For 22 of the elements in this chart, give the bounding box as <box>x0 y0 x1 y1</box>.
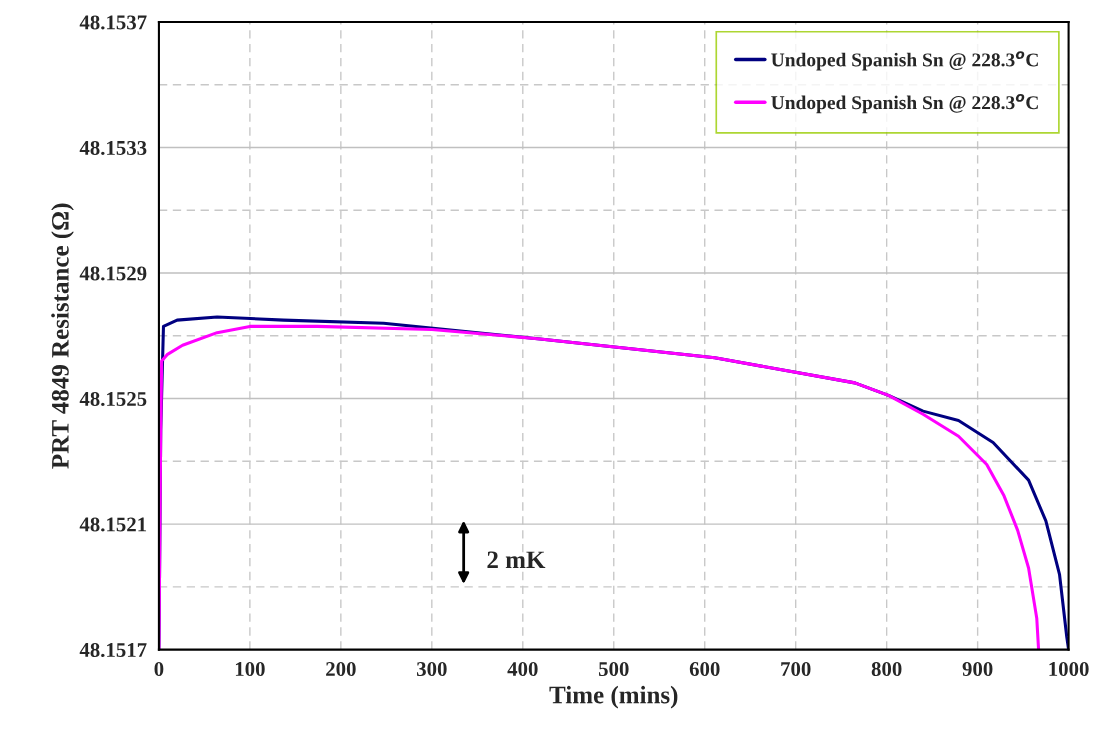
x-tick-label: 300 <box>416 662 447 677</box>
x-tick-label: 200 <box>326 662 356 677</box>
legend-label: Undoped Spanish Sn @ 228.3$^{o}$C <box>771 93 1038 114</box>
x-tick-label: 400 <box>507 662 538 677</box>
x-tick-label: 1000 <box>1049 662 1089 677</box>
y-tick-label: 48.1517 <box>79 642 147 658</box>
y-tick-label: 48.1537 <box>79 15 147 30</box>
y-tick-label: 48.1533 <box>79 140 147 156</box>
y-tick-label: 48.1521 <box>79 517 147 532</box>
y-tick-label: 48.1529 <box>79 266 147 281</box>
x-tick-label: 100 <box>235 662 265 677</box>
x-tick-label: 900 <box>962 662 993 677</box>
legend-label: Undoped Spanish Sn @ 228.3$^{o}$C <box>771 51 1038 71</box>
y-tick-label: 48.1525 <box>79 391 147 407</box>
annotation: 2 mK <box>487 551 546 569</box>
x-axis-title: Time (mins) <box>549 685 678 709</box>
y-axis-title: PRT 4849 Resistance (Ω) <box>51 203 74 469</box>
x-tick-label: 700 <box>781 662 811 677</box>
x-tick-label: 600 <box>689 662 720 677</box>
x-tick-label: 800 <box>871 662 902 677</box>
x-tick-label: 0 <box>154 662 164 677</box>
x-tick-label: 500 <box>598 662 629 677</box>
